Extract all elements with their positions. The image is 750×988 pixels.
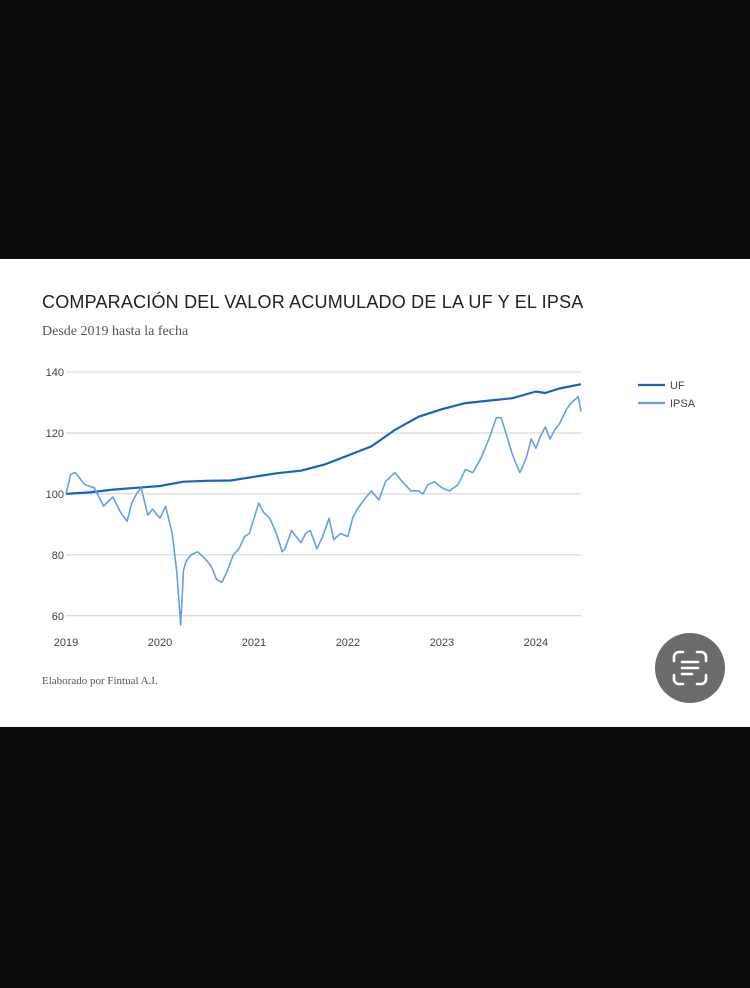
y-tick-label-80: 80 — [52, 550, 64, 562]
x-tick-label-2019: 2019 — [54, 637, 78, 649]
series-line-ipsa — [65, 395, 582, 626]
y-tick-label-120: 120 — [46, 428, 64, 440]
x-tick-label-2021: 2021 — [242, 637, 266, 649]
y-tick-label-140: 140 — [46, 367, 64, 379]
x-tick-label-2020: 2020 — [148, 637, 172, 649]
text-scan-icon — [672, 650, 708, 686]
x-tick-label-2023: 2023 — [430, 637, 454, 649]
x-tick-label-2022: 2022 — [336, 637, 360, 649]
legend-label-ipsa: IPSA — [670, 398, 696, 410]
legend-label-uf: UF — [670, 380, 685, 392]
chart-footer: Elaborado por Fintual A.I. — [42, 675, 158, 687]
series-line-uf — [65, 383, 582, 495]
chart-card: COMPARACIÓN DEL VALOR ACUMULADO DE LA UF… — [0, 259, 750, 727]
chart-subtitle: Desde 2019 hasta la fecha — [42, 324, 189, 339]
y-tick-label-100: 100 — [46, 489, 64, 501]
text-scan-button[interactable] — [655, 633, 725, 703]
x-tick-label-2024: 2024 — [524, 637, 548, 649]
line-chart: 140 120 100 80 60 2019 2020 2021 2022 2023 2024 UF I… — [46, 367, 696, 649]
chart-title: COMPARACIÓN DEL VALOR ACUMULADO DE LA UF… — [42, 292, 584, 312]
y-tick-label-60: 60 — [52, 611, 64, 623]
